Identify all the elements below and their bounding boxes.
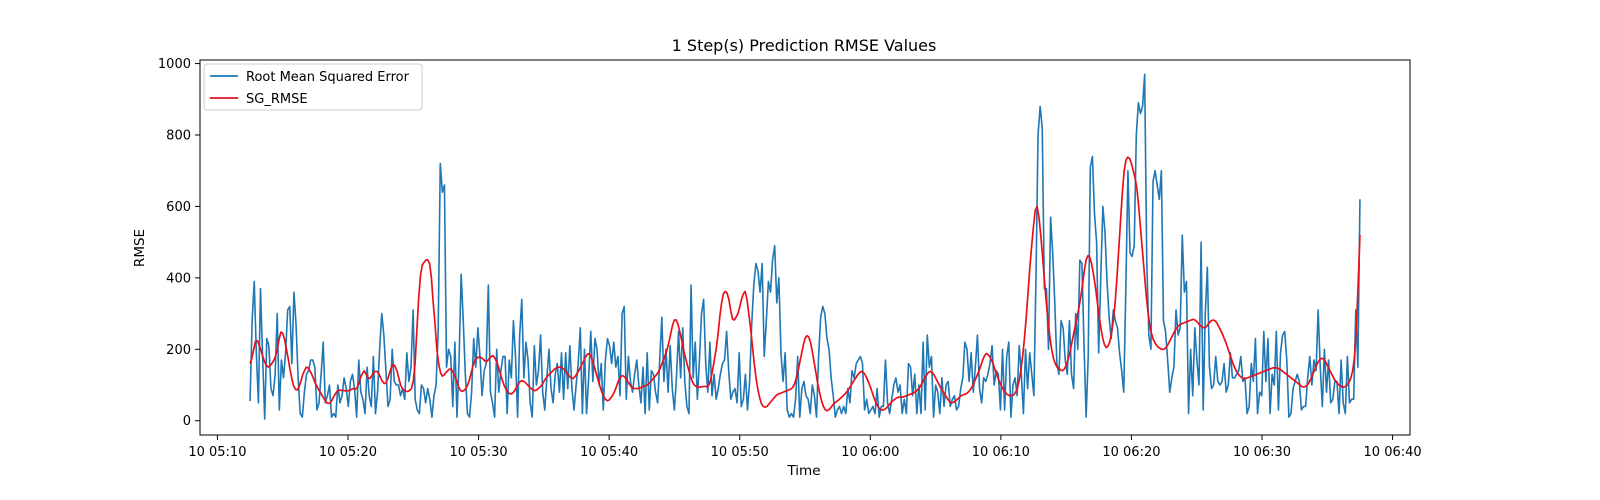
x-tick-label: 10 06:40 [1364, 445, 1422, 460]
x-tick-label: 10 06:20 [1102, 445, 1160, 460]
chart-title: 1 Step(s) Prediction RMSE Values [672, 36, 937, 55]
x-tick-label: 10 06:10 [972, 445, 1030, 460]
y-tick-label: 1000 [158, 57, 191, 72]
series-layer [249, 73, 1361, 420]
legend: Root Mean Squared Error SG_RMSE [203, 63, 423, 111]
legend-label-sg-rmse: SG_RMSE [246, 92, 308, 107]
x-tick-label: 10 05:50 [711, 445, 769, 460]
x-tick-label: 10 05:30 [449, 445, 507, 460]
series-line-rmse [249, 73, 1361, 420]
series-line-sg-rmse [249, 156, 1361, 412]
x-tick-label: 10 05:20 [319, 445, 377, 460]
x-tick-label: 10 05:40 [580, 445, 638, 460]
y-axis-title: RMSE [132, 229, 148, 267]
axes-frame [199, 59, 1411, 436]
y-tick-label: 600 [166, 200, 191, 215]
y-tick-label: 0 [183, 414, 191, 429]
plot-area [199, 59, 1411, 436]
y-tick-label: 800 [166, 129, 191, 144]
y-axis: 0 200 400 600 800 1000 [158, 57, 200, 429]
y-tick-label: 400 [166, 271, 191, 286]
x-tick-label: 10 06:30 [1233, 445, 1291, 460]
x-tick-label: 10 06:00 [841, 445, 899, 460]
x-tick-label: 10 05:10 [188, 445, 246, 460]
legend-box [203, 63, 423, 111]
legend-label-rmse: Root Mean Squared Error [246, 70, 410, 85]
y-tick-label: 200 [166, 343, 191, 358]
x-axis-title: Time [786, 463, 820, 479]
x-axis: 10 05:10 10 05:20 10 05:30 10 05:40 10 05:50… [188, 435, 1422, 460]
